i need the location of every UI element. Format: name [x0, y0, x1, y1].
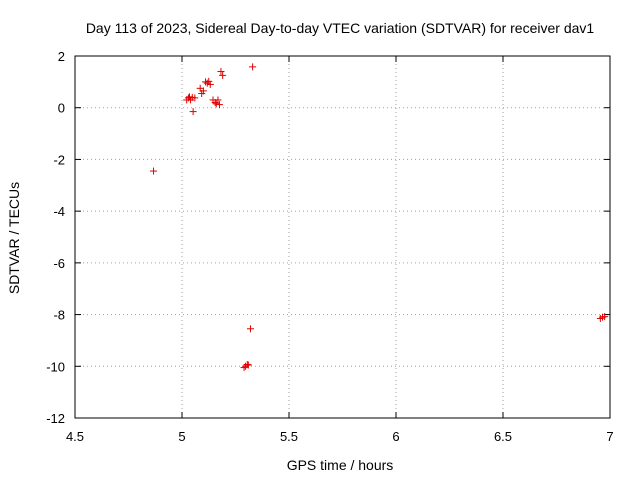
- data-point: [601, 313, 609, 321]
- y-axis-label: SDTVAR / TECUs: [6, 182, 22, 294]
- x-tick-label: 6.5: [494, 429, 512, 444]
- data-point: [243, 360, 251, 368]
- y-tick-label: -6: [53, 256, 65, 271]
- chart-title: Day 113 of 2023, Sidereal Day-to-day VTE…: [86, 20, 595, 36]
- data-point: [203, 79, 211, 87]
- x-tick-label: 5: [178, 429, 185, 444]
- data-point: [212, 100, 220, 108]
- data-point: [246, 325, 254, 333]
- data-point: [202, 78, 210, 86]
- data-point: [219, 71, 227, 79]
- data-point: [244, 361, 252, 369]
- x-tick-label: 5.5: [280, 429, 298, 444]
- axis-ticks: 4.5 5 5.5 6 6.5 7 -12 -10 -8 -6 -4 -2 0 2: [46, 49, 613, 444]
- y-tick-label: -12: [46, 411, 65, 426]
- data-point: [205, 77, 213, 85]
- y-tick-label: -8: [53, 308, 65, 323]
- grid: [75, 56, 610, 418]
- data-points: [150, 63, 609, 372]
- y-tick-label: -10: [46, 359, 65, 374]
- data-point: [206, 80, 214, 88]
- data-point: [189, 108, 197, 116]
- data-point: [214, 96, 222, 104]
- x-tick-label: 6: [392, 429, 399, 444]
- y-tick-label: -2: [53, 152, 65, 167]
- data-point: [240, 364, 248, 372]
- data-point: [249, 63, 257, 71]
- x-tick-label: 4.5: [66, 429, 84, 444]
- y-tick-label: 0: [58, 101, 65, 116]
- y-tick-label: 2: [58, 49, 65, 64]
- plot-frame: [74, 55, 611, 419]
- x-tick-label: 7: [606, 429, 613, 444]
- x-axis-label: GPS time / hours: [287, 457, 394, 473]
- data-point: [150, 167, 158, 175]
- data-point: [199, 87, 207, 95]
- data-point: [217, 68, 225, 76]
- y-tick-label: -4: [53, 204, 65, 219]
- data-point: [191, 94, 199, 102]
- data-point: [215, 101, 223, 109]
